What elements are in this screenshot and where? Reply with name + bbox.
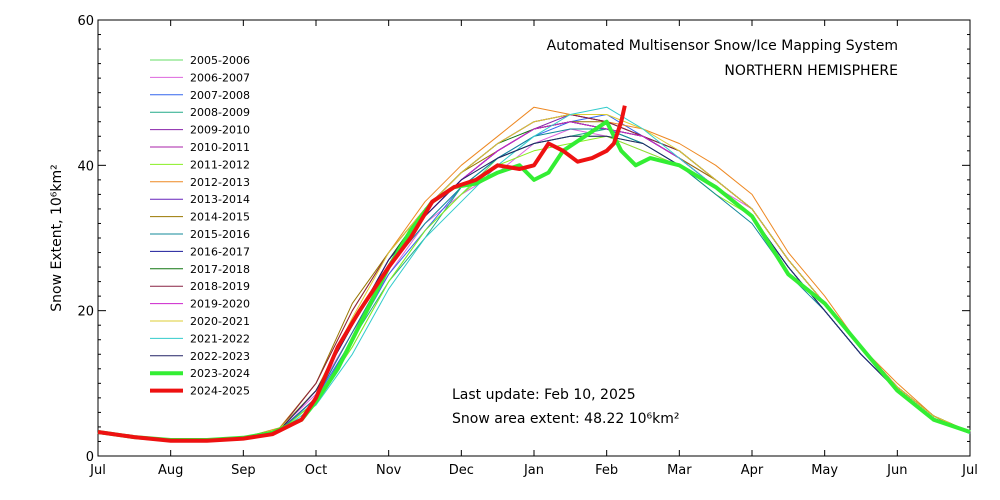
legend-label: 2008-2009 <box>190 106 250 119</box>
y-tick-label: 60 <box>77 14 94 29</box>
last-update-text: Last update: Feb 10, 2025 <box>452 387 636 403</box>
series-lines <box>97 105 971 443</box>
x-tick-label: Feb <box>595 463 618 478</box>
x-tick-label: Dec <box>449 463 474 478</box>
chart-title: Automated Multisensor Snow/Ice Mapping S… <box>547 38 898 54</box>
legend-label: 2019-2020 <box>190 298 250 311</box>
legend-label: 2023-2024 <box>190 367 250 380</box>
x-tick-label: Mar <box>667 463 692 478</box>
legend-label: 2011-2012 <box>190 158 250 171</box>
legend-label: 2021-2022 <box>190 332 250 345</box>
legend-label: 2012-2013 <box>190 176 250 189</box>
legend-label: 2024-2025 <box>190 385 250 398</box>
legend-label: 2014-2015 <box>190 211 250 224</box>
y-tick-label: 40 <box>77 159 94 174</box>
legend-label: 2005-2006 <box>190 54 250 67</box>
legend-label: 2016-2017 <box>190 245 250 258</box>
chart-subtitle: NORTHERN HEMISPHERE <box>724 63 898 79</box>
x-axis: Jul Aug Sep Oct Nov Dec Jan Feb Mar Apr May Jun Jul <box>89 20 978 478</box>
legend: 2005-2006 2006-2007 2007-2008 2008-2009 2009… <box>150 54 250 398</box>
x-tick-label: Oct <box>305 463 327 478</box>
y-tick-label: 0 <box>86 450 94 465</box>
legend-label: 2006-2007 <box>190 71 250 84</box>
legend-label: 2007-2008 <box>190 89 250 102</box>
y-tick-label: 20 <box>77 305 94 320</box>
x-tick-label: Aug <box>158 463 183 478</box>
y-axis-label: Snow Extent, 10⁶km² <box>49 164 65 312</box>
series-line-2022-2023 <box>97 135 971 442</box>
snow-area-extent-text: Snow area extent: 48.22 10⁶km² <box>452 411 680 427</box>
legend-label: 2010-2011 <box>190 141 250 154</box>
x-tick-label: Nov <box>376 463 402 478</box>
legend-label: 2020-2021 <box>190 315 250 328</box>
x-tick-label: May <box>811 463 838 478</box>
legend-label: 2013-2014 <box>190 193 250 206</box>
legend-label: 2022-2023 <box>190 350 250 363</box>
legend-label: 2009-2010 <box>190 124 250 137</box>
legend-label: 2018-2019 <box>190 280 250 293</box>
x-tick-label: Sep <box>231 463 256 478</box>
x-tick-label: Jan <box>523 463 544 478</box>
x-tick-label: Jul <box>961 463 978 478</box>
x-tick-label: Jul <box>89 463 106 478</box>
y-axis: 0 20 40 60 <box>77 14 970 465</box>
x-tick-label: Jun <box>886 463 907 478</box>
series-line-2024-2025 <box>97 105 627 443</box>
x-tick-label: Apr <box>741 463 764 478</box>
legend-label: 2015-2016 <box>190 228 250 241</box>
legend-label: 2017-2018 <box>190 263 250 276</box>
